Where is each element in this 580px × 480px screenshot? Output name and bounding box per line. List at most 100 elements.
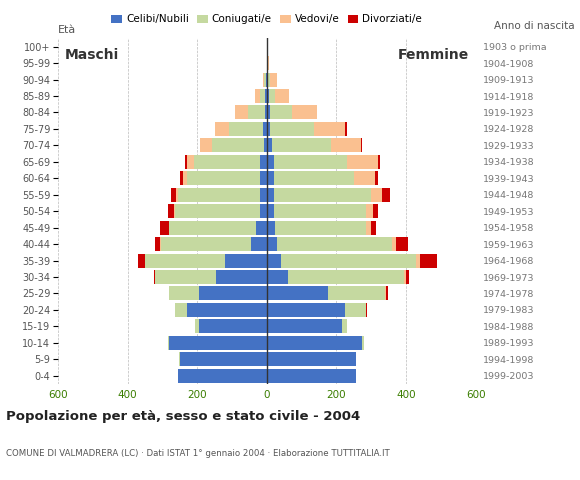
Bar: [371, 221, 376, 235]
Bar: [195, 319, 199, 334]
Bar: [155, 270, 216, 284]
Text: Femmine: Femmine: [397, 48, 469, 62]
Bar: [267, 138, 272, 152]
Bar: [175, 204, 260, 218]
Bar: [288, 270, 404, 284]
Bar: [194, 155, 260, 169]
Bar: [179, 352, 180, 366]
Legend: Celibi/Nubili, Coniugati/e, Vedovi/e, Divorziati/e: Celibi/Nubili, Coniugati/e, Vedovi/e, Di…: [110, 12, 424, 26]
Bar: [406, 270, 409, 284]
Bar: [263, 72, 264, 86]
Bar: [331, 138, 361, 152]
Bar: [375, 171, 378, 185]
Bar: [260, 171, 267, 185]
Bar: [160, 221, 169, 235]
Bar: [160, 237, 161, 251]
Bar: [171, 188, 176, 202]
Bar: [345, 303, 366, 317]
Bar: [270, 122, 314, 136]
Bar: [168, 204, 173, 218]
Bar: [138, 253, 145, 267]
Bar: [267, 106, 270, 120]
Bar: [173, 204, 175, 218]
Bar: [169, 336, 267, 350]
Bar: [281, 253, 416, 267]
Bar: [268, 72, 270, 86]
Bar: [263, 122, 267, 136]
Bar: [187, 303, 267, 317]
Bar: [269, 89, 276, 103]
Bar: [260, 89, 265, 103]
Text: COMUNE DI VALMADRERA (LC) · Dati ISTAT 1° gennaio 2004 · Elaborazione TUTTITALIA: COMUNE DI VALMADRERA (LC) · Dati ISTAT 1…: [6, 449, 390, 458]
Bar: [225, 253, 267, 267]
Bar: [248, 106, 265, 120]
Bar: [260, 204, 267, 218]
Bar: [266, 72, 267, 86]
Bar: [267, 336, 362, 350]
Bar: [267, 303, 345, 317]
Bar: [180, 352, 267, 366]
Bar: [235, 106, 248, 120]
Bar: [274, 204, 366, 218]
Bar: [342, 319, 347, 334]
Bar: [178, 188, 260, 202]
Bar: [183, 171, 187, 185]
Bar: [267, 253, 281, 267]
Bar: [345, 122, 347, 136]
Bar: [382, 188, 390, 202]
Bar: [274, 155, 347, 169]
Bar: [216, 270, 267, 284]
Bar: [373, 204, 378, 218]
Bar: [396, 237, 408, 251]
Bar: [267, 122, 270, 136]
Bar: [267, 155, 274, 169]
Bar: [260, 188, 267, 202]
Bar: [255, 89, 260, 103]
Bar: [265, 89, 267, 103]
Bar: [354, 171, 375, 185]
Bar: [385, 287, 386, 300]
Text: Popolazione per età, sesso e stato civile - 2004: Popolazione per età, sesso e stato civil…: [6, 410, 360, 423]
Bar: [264, 72, 266, 86]
Bar: [267, 352, 356, 366]
Bar: [215, 122, 229, 136]
Bar: [366, 221, 371, 235]
Bar: [420, 253, 437, 267]
Bar: [155, 237, 160, 251]
Bar: [361, 138, 362, 152]
Bar: [274, 188, 371, 202]
Bar: [187, 155, 194, 169]
Bar: [267, 89, 269, 103]
Bar: [267, 270, 288, 284]
Bar: [212, 138, 264, 152]
Bar: [161, 237, 251, 251]
Bar: [276, 89, 289, 103]
Text: Età: Età: [58, 25, 76, 35]
Bar: [378, 155, 380, 169]
Bar: [260, 155, 267, 169]
Bar: [366, 204, 373, 218]
Bar: [371, 188, 382, 202]
Bar: [292, 106, 317, 120]
Bar: [256, 221, 267, 235]
Bar: [386, 287, 387, 300]
Bar: [267, 221, 276, 235]
Bar: [169, 287, 199, 300]
Bar: [175, 303, 187, 317]
Bar: [169, 221, 256, 235]
Bar: [176, 188, 178, 202]
Bar: [267, 188, 274, 202]
Bar: [362, 336, 364, 350]
Bar: [229, 122, 263, 136]
Bar: [277, 237, 392, 251]
Bar: [178, 369, 267, 383]
Bar: [199, 287, 267, 300]
Text: Maschi: Maschi: [65, 48, 119, 62]
Bar: [392, 237, 396, 251]
Bar: [267, 204, 274, 218]
Bar: [270, 72, 277, 86]
Bar: [270, 106, 292, 120]
Bar: [404, 270, 406, 284]
Bar: [145, 253, 225, 267]
Bar: [265, 106, 267, 120]
